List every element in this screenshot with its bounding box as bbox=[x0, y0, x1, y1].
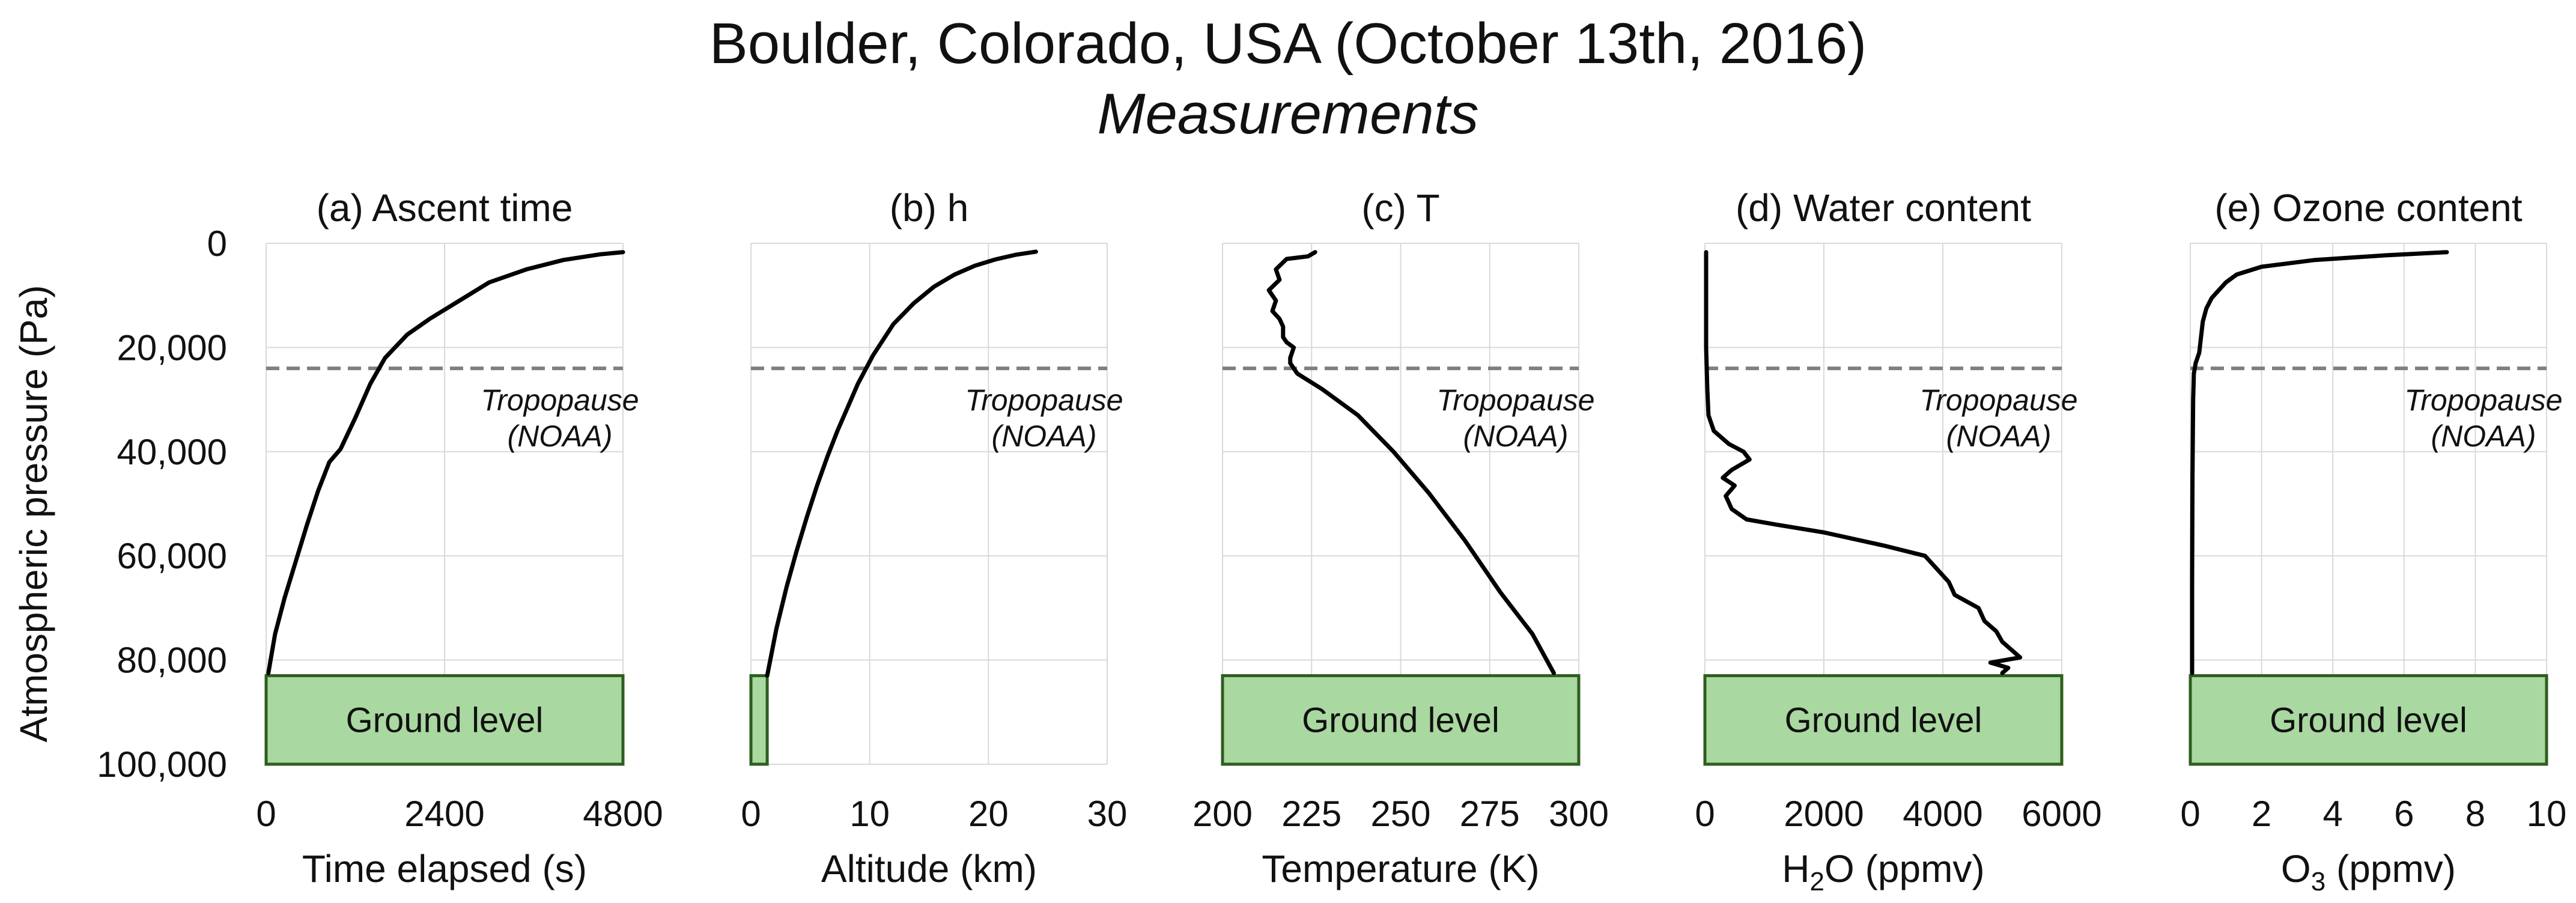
y-tick-label: 100,000 bbox=[97, 744, 227, 785]
chart-panel-5: (e) Ozone content 0 2 4 6 8 10 O3 (ppmv) Tropopa… bbox=[2180, 186, 2566, 896]
ground-level-box bbox=[1221, 674, 1581, 766]
x-tick-label: 2 bbox=[2252, 794, 2271, 834]
x-tick-label: 200 bbox=[1192, 794, 1253, 834]
x-tick-label: 30 bbox=[1087, 794, 1128, 834]
x-axis-label: Temperature (K) bbox=[1262, 847, 1539, 890]
x-tick-label: 2400 bbox=[404, 794, 484, 834]
figure-subtitle: Measurements bbox=[1098, 82, 1479, 146]
series-line bbox=[1704, 250, 2023, 675]
chart-panel-4: (d) Water content 0 2000 4000 6000 H2O (ppmv)… bbox=[1695, 186, 2101, 896]
series-line bbox=[1266, 250, 1556, 675]
tropopause-source-label: (NOAA) bbox=[1463, 419, 1569, 453]
panel-title: (a) Ascent time bbox=[317, 186, 573, 230]
ground-level-box bbox=[2189, 674, 2548, 766]
tropopause-source-label: (NOAA) bbox=[2431, 419, 2536, 453]
ground-level-label: Ground level bbox=[2270, 701, 2467, 740]
chart-panel-2: (b) h 0 10 20 30 Altitude (km) Tropopause(NOAA… bbox=[741, 186, 1127, 890]
x-tick-label: 225 bbox=[1281, 794, 1341, 834]
x-axis-label: Altitude (km) bbox=[821, 847, 1037, 890]
y-tick-label: 60,000 bbox=[117, 536, 227, 576]
ground-level-label: Ground level bbox=[1302, 701, 1499, 740]
x-tick-label: 0 bbox=[256, 794, 276, 834]
x-tick-label: 6000 bbox=[2022, 794, 2101, 834]
x-axis-label: Time elapsed (s) bbox=[302, 847, 587, 890]
y-axis-label: Atmospheric pressure (Pa) bbox=[12, 285, 55, 742]
x-tick-label: 2000 bbox=[1784, 794, 1864, 834]
series-line bbox=[765, 249, 1038, 678]
x-axis-label: O3 (ppmv) bbox=[2281, 847, 2456, 896]
y-tick-label: 0 bbox=[207, 223, 227, 264]
tropopause-source-label: (NOAA) bbox=[1946, 419, 2052, 453]
x-tick-label: 8 bbox=[2465, 794, 2485, 834]
panel-title: (b) h bbox=[890, 186, 969, 230]
x-tick-label: 300 bbox=[1549, 794, 1609, 834]
y-tick-label: 40,000 bbox=[117, 432, 227, 472]
series-line bbox=[266, 250, 625, 675]
x-tick-label: 6 bbox=[2394, 794, 2414, 834]
panel-title: (c) T bbox=[1361, 186, 1439, 230]
x-tick-label: 10 bbox=[849, 794, 890, 834]
ground-level-box bbox=[749, 674, 769, 766]
x-tick-label: 10 bbox=[2527, 794, 2567, 834]
tropopause-source-label: (NOAA) bbox=[992, 419, 1097, 453]
panel-title: (d) Water content bbox=[1736, 186, 2031, 230]
x-tick-label: 0 bbox=[1695, 794, 1715, 834]
chart-panel-1: (a) Ascent time 0 20,000 40,000 60,000 80,000… bbox=[97, 186, 663, 890]
x-tick-label: 20 bbox=[968, 794, 1009, 834]
y-tick-label: 80,000 bbox=[117, 640, 227, 681]
tropopause-label: Tropopause bbox=[481, 383, 639, 417]
x-tick-label: 4000 bbox=[1903, 794, 1982, 834]
x-tick-label: 4 bbox=[2323, 794, 2343, 834]
x-tick-label: 250 bbox=[1370, 794, 1430, 834]
ground-level-label: Ground level bbox=[1785, 701, 1982, 740]
tropopause-source-label: (NOAA) bbox=[508, 419, 613, 453]
tropopause-label: Tropopause bbox=[1436, 383, 1594, 417]
x-tick-label: 4800 bbox=[583, 794, 663, 834]
series-line bbox=[2190, 250, 2449, 675]
x-tick-label: 0 bbox=[741, 794, 761, 834]
tropopause-label: Tropopause bbox=[965, 383, 1123, 417]
x-tick-label: 0 bbox=[2180, 794, 2200, 834]
ground-level-box bbox=[264, 674, 625, 766]
x-axis-label: H2O (ppmv) bbox=[1782, 847, 1984, 896]
tropopause-label: Tropopause bbox=[1919, 383, 2077, 417]
figure-title: Boulder, Colorado, USA (October 13th, 20… bbox=[709, 11, 1867, 76]
tropopause-label: Tropopause bbox=[2404, 383, 2562, 417]
chart-panels: (a) Ascent time 0 20,000 40,000 60,000 80,000… bbox=[97, 186, 2566, 896]
panel-title: (e) Ozone content bbox=[2214, 186, 2523, 230]
x-tick-label: 275 bbox=[1460, 794, 1520, 834]
ground-level-label: Ground level bbox=[346, 701, 544, 740]
y-tick-label: 20,000 bbox=[117, 327, 227, 368]
ground-level-box bbox=[1703, 674, 2064, 766]
